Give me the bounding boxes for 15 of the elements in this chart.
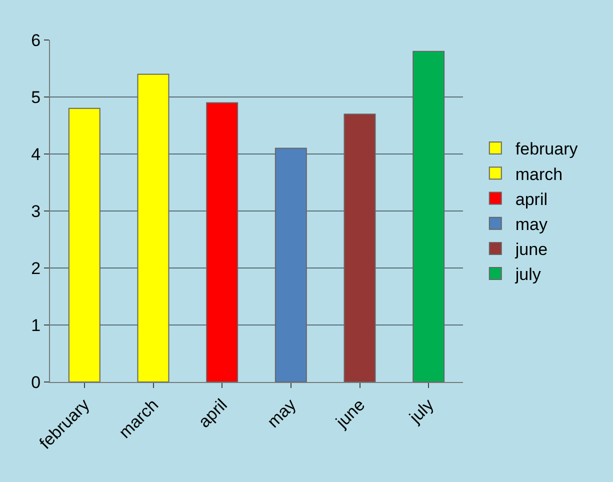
legend-label: july (514, 265, 542, 284)
y-tick-label: 1 (31, 316, 41, 335)
x-tick-label: may (264, 394, 300, 432)
legend-label: may (515, 214, 548, 234)
x-tick-label: july (405, 394, 438, 428)
y-tick-label: 0 (31, 372, 41, 392)
y-tick-label: 6 (31, 30, 41, 50)
legend-label: march (515, 164, 563, 184)
y-tick-label: 2 (31, 258, 41, 278)
y-tick-label: 5 (31, 88, 41, 107)
legend-label: june (514, 240, 548, 260)
legend-label: april (515, 190, 548, 209)
legend-label: february (515, 140, 578, 159)
y-tick-label: 4 (31, 144, 41, 164)
y-tick-label: 3 (31, 202, 41, 221)
